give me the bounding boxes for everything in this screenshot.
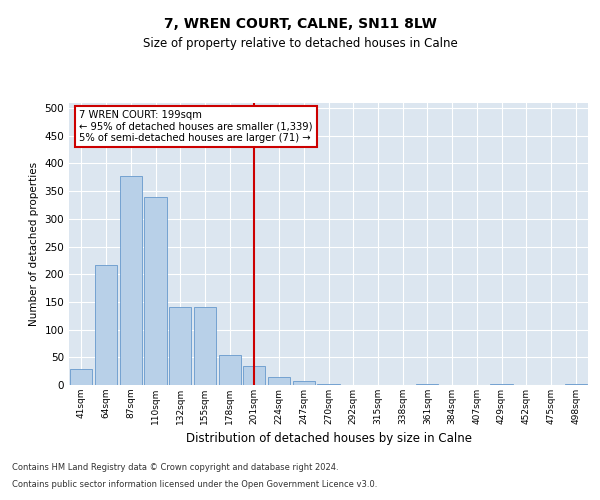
Bar [95, 266, 117, 385]
Bar [565, 384, 587, 385]
Bar [194, 308, 216, 385]
Bar [70, 370, 92, 385]
Y-axis label: Number of detached properties: Number of detached properties [29, 162, 39, 326]
Bar [243, 366, 265, 385]
Text: Contains public sector information licensed under the Open Government Licence v3: Contains public sector information licen… [12, 480, 377, 489]
Bar [145, 196, 167, 385]
Text: Contains HM Land Registry data © Crown copyright and database right 2024.: Contains HM Land Registry data © Crown c… [12, 464, 338, 472]
X-axis label: Distribution of detached houses by size in Calne: Distribution of detached houses by size … [185, 432, 472, 446]
Text: 7 WREN COURT: 199sqm
← 95% of detached houses are smaller (1,339)
5% of semi-det: 7 WREN COURT: 199sqm ← 95% of detached h… [79, 110, 313, 143]
Bar [268, 376, 290, 385]
Bar [218, 354, 241, 385]
Bar [293, 380, 315, 385]
Bar [169, 308, 191, 385]
Text: 7, WREN COURT, CALNE, SN11 8LW: 7, WREN COURT, CALNE, SN11 8LW [164, 18, 436, 32]
Bar [317, 384, 340, 385]
Text: Size of property relative to detached houses in Calne: Size of property relative to detached ho… [143, 38, 457, 51]
Bar [416, 384, 439, 385]
Bar [490, 384, 512, 385]
Bar [119, 176, 142, 385]
